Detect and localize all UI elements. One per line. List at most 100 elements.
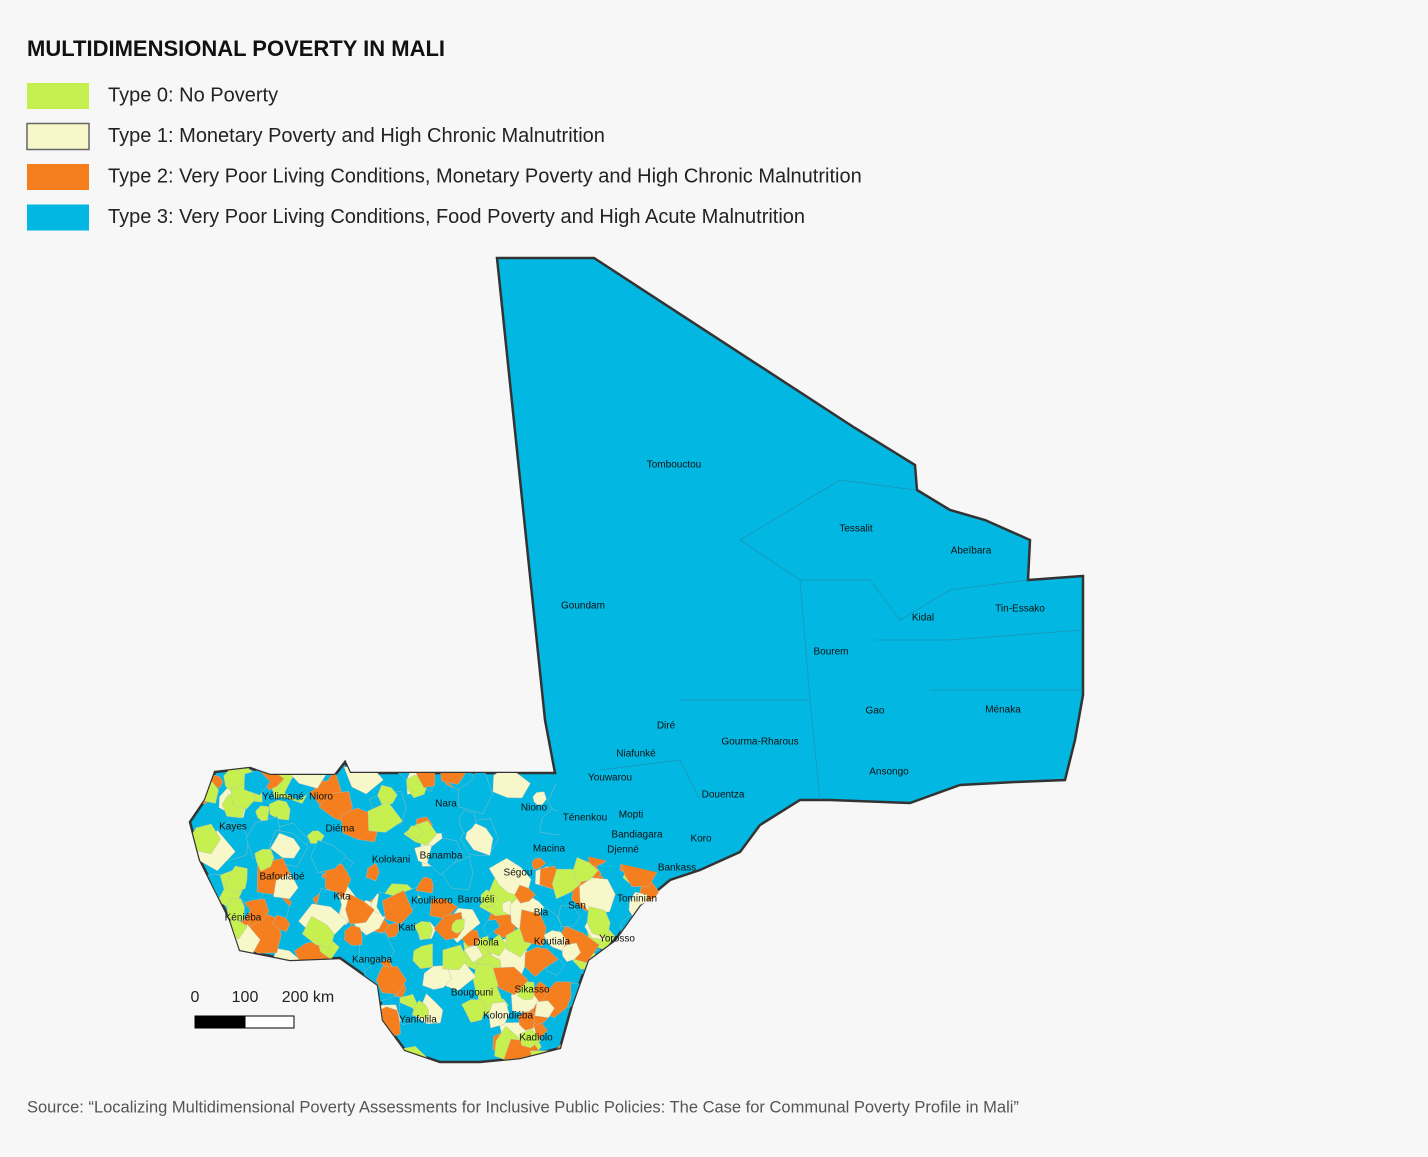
place-label: Barouéli <box>458 895 495 906</box>
title: MULTIDIMENSIONAL POVERTY IN MALI <box>27 36 445 61</box>
district-patch <box>314 1037 342 1062</box>
district-patch <box>486 934 508 957</box>
district-patch <box>310 839 347 873</box>
district-patch <box>576 1046 602 1062</box>
district-patch <box>480 889 499 908</box>
district-patch <box>599 987 645 1027</box>
district-patch <box>636 1026 672 1058</box>
legend-label: Type 0: No Poverty <box>108 84 278 106</box>
district-patch <box>441 855 474 891</box>
district-patch <box>591 955 623 982</box>
district-patch <box>367 801 403 833</box>
place-label: Dioïla <box>473 938 499 949</box>
place-label: Koro <box>690 834 712 845</box>
district-patch <box>301 916 335 949</box>
district-patch <box>304 1034 320 1053</box>
district-patch <box>604 1004 638 1040</box>
district-patch <box>593 1044 607 1060</box>
place-label: Bla <box>534 908 549 919</box>
scale-segment <box>244 1015 295 1029</box>
district-patch <box>255 805 270 822</box>
district-patch <box>324 863 352 899</box>
district-patch <box>224 865 248 893</box>
district-patch <box>561 942 581 962</box>
district-patch <box>335 1004 359 1027</box>
place-label: Diéma <box>326 824 355 835</box>
place-label: Kangaba <box>352 955 392 966</box>
district-patch <box>202 959 216 973</box>
place-label: Kolokani <box>372 855 410 866</box>
place-label: Yorosso <box>599 934 635 945</box>
district-patch <box>518 1011 535 1031</box>
scale-label: 100 <box>232 989 259 1006</box>
district-patch <box>579 877 616 915</box>
legend-label: Type 1: Monetary Poverty and High Chroni… <box>108 125 605 147</box>
district-patch <box>266 1034 288 1056</box>
district-patch <box>584 1041 621 1062</box>
district-patch <box>345 893 375 925</box>
source: Source: “Localizing Multidimensional Pov… <box>27 1098 1019 1116</box>
scale-bar: 0 100 200 km <box>191 989 334 1029</box>
place-label: Kita <box>333 892 351 903</box>
district-patch <box>374 1006 401 1039</box>
place-label: Douentza <box>702 790 745 801</box>
place-label: Niafunké <box>616 749 656 760</box>
district-patch <box>482 919 500 936</box>
legend-swatch <box>26 122 90 151</box>
district-patch <box>335 970 363 999</box>
place-label: Kati <box>398 923 415 934</box>
place-label: Youwarou <box>588 773 632 784</box>
district-patch <box>558 905 581 928</box>
place-label: Kadiolo <box>519 1033 553 1044</box>
place-label: Gourma-Rharous <box>721 737 798 748</box>
legend-swatch <box>27 164 89 190</box>
district-patch <box>630 1020 651 1041</box>
place-label: Gao <box>866 706 885 717</box>
district-patch <box>382 890 414 925</box>
district-patch <box>529 1050 560 1062</box>
legend-label: Type 2: Very Poor Living Conditions, Mon… <box>108 165 862 187</box>
district-patch <box>377 784 398 805</box>
district-patch <box>270 832 301 859</box>
place-label: Kéniéba <box>225 913 262 924</box>
district-patch <box>190 1030 211 1062</box>
district-patch <box>266 1034 298 1062</box>
place-labels: Tombouctou Tessalit Abeïbara Goundam Tin… <box>219 460 1045 1044</box>
district-patch <box>362 995 379 1015</box>
place-label: Bourem <box>813 647 848 658</box>
legend-label: Type 3: Very Poor Living Conditions, Foo… <box>108 206 805 228</box>
place-label: Goundam <box>561 601 605 612</box>
district-patch <box>488 1001 510 1029</box>
district-patch <box>619 962 657 998</box>
district-patch <box>269 799 291 821</box>
place-label: Bougouni <box>451 988 493 999</box>
place-label: Mopti <box>619 810 643 821</box>
district-patch <box>492 766 531 799</box>
place-label: Bafoulabé <box>259 872 304 883</box>
district-patch <box>190 874 209 906</box>
district-patch <box>459 810 477 835</box>
district-patch <box>412 943 433 969</box>
district-patch <box>413 921 433 940</box>
place-label: Kayes <box>219 822 247 833</box>
district-patch <box>532 791 547 805</box>
scale-label: 0 <box>191 989 200 1006</box>
place-label: Ténenkou <box>563 813 607 824</box>
place-label: Banamba <box>420 851 463 862</box>
district-patch <box>345 1001 381 1032</box>
legend-swatch <box>27 204 89 231</box>
scale-label: 200 km <box>282 989 334 1006</box>
district-patch <box>492 966 529 996</box>
district-patch <box>273 872 299 900</box>
district-patch <box>519 1028 541 1049</box>
district-patch <box>599 1027 624 1054</box>
district-patch <box>320 963 352 990</box>
place-label: Tominian <box>617 894 657 905</box>
district-patch <box>514 884 536 904</box>
legend: Type 0: No Poverty Type 1: Monetary Pover… <box>26 83 862 231</box>
place-label: Abeïbara <box>951 546 992 557</box>
scale-segment <box>194 1015 246 1029</box>
district-patch <box>644 919 668 945</box>
district-patch <box>586 906 611 939</box>
